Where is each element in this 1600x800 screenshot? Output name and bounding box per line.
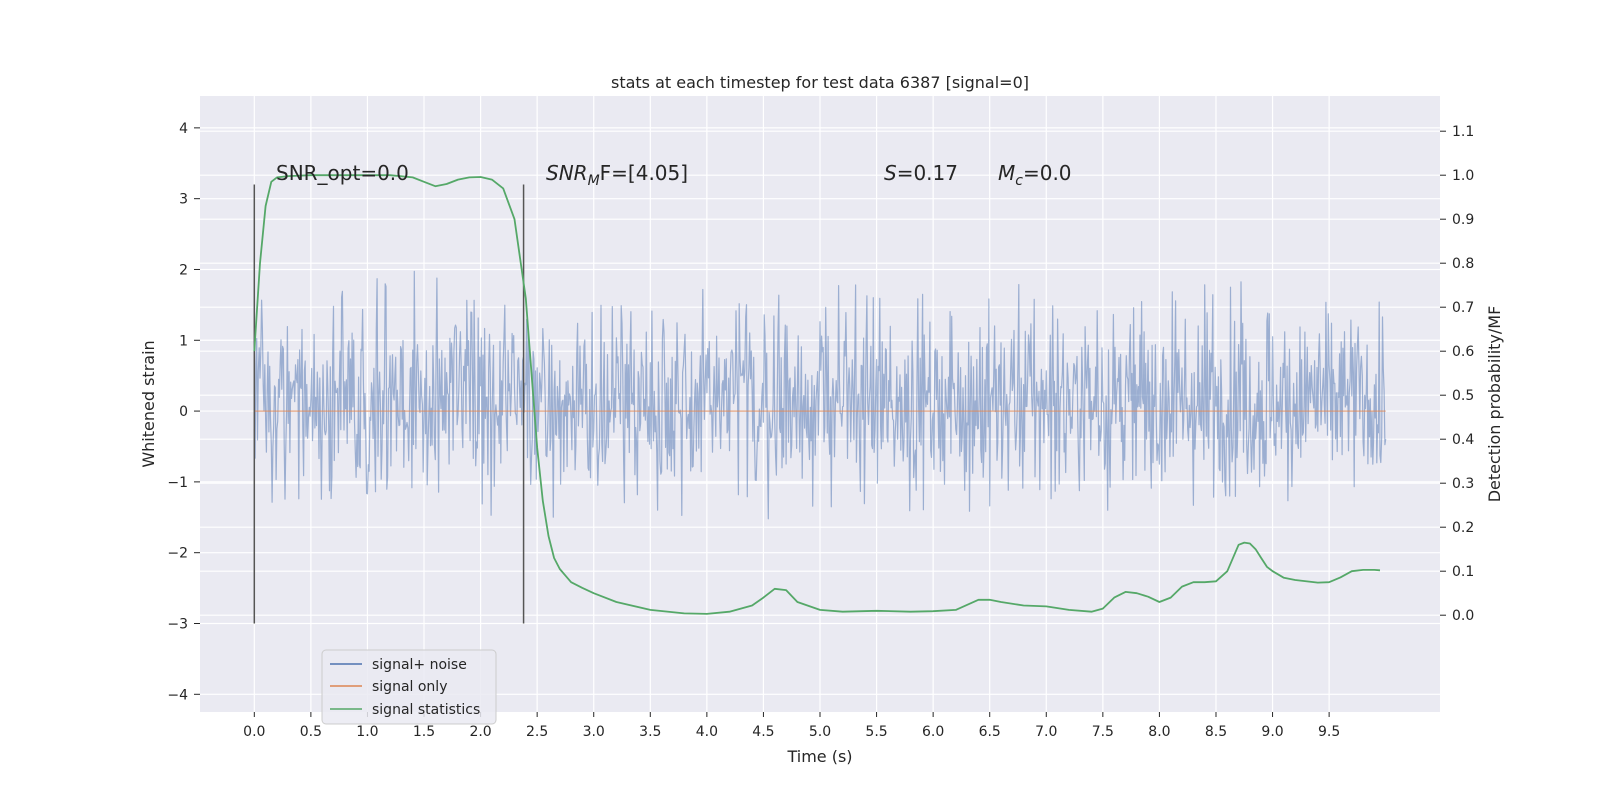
annotation-text: S=0.17 [884, 161, 958, 185]
x-tick-label: 4.0 [696, 724, 718, 740]
x-tick-label: 9.5 [1318, 724, 1340, 740]
x-tick-label: 3.5 [639, 724, 661, 740]
x-tick-label: 6.0 [922, 724, 944, 740]
x-tick-label: 2.5 [526, 724, 548, 740]
y2-tick-label: 0.2 [1452, 520, 1474, 536]
x-tick-label: 5.0 [809, 724, 831, 740]
y2-tick-label: 0.9 [1452, 212, 1474, 228]
y2-tick-label: 0.8 [1452, 256, 1474, 272]
x-tick-label: 2.0 [469, 724, 491, 740]
y-tick-label: 3 [179, 192, 188, 208]
x-tick-label: 1.0 [356, 724, 378, 740]
x-tick-label: 6.5 [979, 724, 1001, 740]
legend: signal+ noise signal only signal statist… [321, 649, 497, 725]
annotation-base: SNR [546, 161, 588, 185]
y-tick-label: 2 [179, 262, 188, 278]
y2-tick-label: 0.4 [1452, 432, 1474, 448]
annotation-subscript: c [1015, 173, 1023, 189]
y2-tick-label: 1.1 [1452, 124, 1474, 140]
x-axis-ticks: 0.0 0.5 1.0 1.5 2.0 2.5 3.0 3.5 4.0 4.5 5.0 5.5 6.0 6… [243, 712, 1340, 740]
signal-statistics-line [253, 174, 1381, 615]
y-axis-label: Whitened strain [139, 340, 158, 467]
x-tick-label: 3.0 [583, 724, 605, 740]
annotations: SNR_opt=0.0 SNRMF=[4.05] S=0.17 Mc=0.0 [276, 161, 1072, 189]
annotation-tail: =0.17 [897, 161, 958, 185]
y-tick-label: −3 [167, 616, 188, 632]
y2-tick-label: 0.7 [1452, 300, 1474, 316]
annotation-subscript: M [588, 173, 600, 189]
y2-axis-label: Detection probability/MF [1485, 306, 1504, 503]
y2-tick-label: 0.3 [1452, 476, 1474, 492]
x-tick-label: 7.0 [1035, 724, 1057, 740]
x-tick-label: 9.0 [1261, 724, 1283, 740]
y-tick-label: 1 [179, 333, 188, 349]
signal-plus-noise-series [253, 270, 1387, 520]
annotation-text: SNR_opt=0.0 [276, 161, 409, 185]
vertical-markers [253, 184, 525, 624]
annotation-tail: F=[4.05] [600, 161, 688, 185]
legend-label-signal-plus-noise: signal+ noise [372, 657, 467, 673]
annotation-base: S [884, 161, 897, 185]
y2-tick-label: 0.0 [1452, 608, 1474, 624]
legend-label-signal-statistics: signal statistics [372, 702, 480, 718]
annotation-base: M [998, 161, 1015, 185]
signal-plus-noise-line [253, 270, 1387, 520]
x-tick-label: 7.5 [1092, 724, 1114, 740]
y-tick-label: −1 [167, 475, 188, 491]
annotation-tail: =0.0 [1023, 161, 1072, 185]
x-tick-label: 8.5 [1205, 724, 1227, 740]
legend-label-signal-only: signal only [372, 679, 447, 695]
y2-tick-label: 1.0 [1452, 168, 1474, 184]
x-tick-label: 1.5 [413, 724, 435, 740]
x-axis-label: Time (s) [786, 747, 852, 766]
y-tick-label: −4 [167, 687, 188, 703]
y2-tick-label: 0.5 [1452, 388, 1474, 404]
signal-statistics-series [253, 174, 1381, 615]
annotation-text: SNRMF=[4.05] [546, 161, 688, 189]
x-tick-label: 8.0 [1148, 724, 1170, 740]
y2-tick-label: 0.1 [1452, 564, 1474, 580]
y-axis-ticks: 4 3 2 1 0 −1 −2 −3 −4 [167, 121, 200, 703]
y2-tick-label: 0.6 [1452, 344, 1474, 360]
x-tick-label: 4.5 [752, 724, 774, 740]
x-tick-label: 0.0 [243, 724, 265, 740]
y-tick-label: 4 [179, 121, 188, 137]
y-tick-label: −2 [167, 546, 188, 562]
y2-axis-ticks: 1.1 1.0 0.9 0.8 0.7 0.6 0.5 0.4 0.3 0.2 0.1 0.0 [1440, 124, 1474, 624]
legend-box [321, 649, 497, 725]
chart-title: stats at each timestep for test data 638… [611, 73, 1029, 92]
x-tick-label: 0.5 [300, 724, 322, 740]
x-tick-label: 5.5 [865, 724, 887, 740]
y-tick-label: 0 [179, 404, 188, 420]
annotation-text: Mc=0.0 [998, 161, 1072, 189]
